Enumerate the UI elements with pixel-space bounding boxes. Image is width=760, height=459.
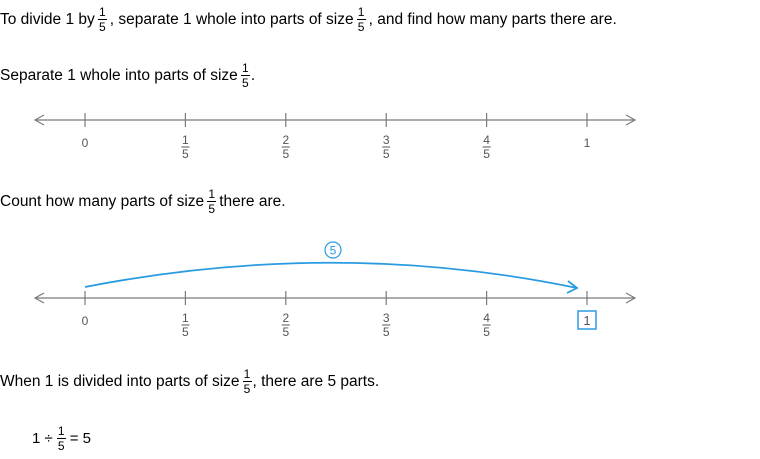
- step2-fraction: 1 5: [207, 187, 217, 216]
- step1-fraction: 1 5: [240, 61, 250, 90]
- highlight-box: [577, 310, 597, 330]
- tick-label-numerator: 3: [383, 311, 390, 325]
- highlight-label: 1: [583, 313, 590, 328]
- step1-text: Separate 1 whole into parts of size: [0, 66, 238, 84]
- tick-label-denominator: 5: [182, 147, 189, 161]
- step2-end: there are.: [219, 192, 286, 210]
- step1-end: .: [250, 66, 256, 84]
- tick-label-denominator: 5: [282, 147, 289, 161]
- tick-label-numerator: 1: [182, 133, 189, 147]
- tick-label-denominator: 5: [383, 325, 390, 339]
- tick-label-numerator: 4: [483, 133, 490, 147]
- equation-right: = 5: [69, 430, 92, 447]
- tick-label-denominator: 5: [182, 325, 189, 339]
- intro-fraction-2: 1 5: [356, 5, 366, 34]
- tick-label-denominator: 5: [483, 147, 490, 161]
- equation-left: 1 ÷: [32, 430, 53, 447]
- equation: 1 ÷ 1 5 = 5: [32, 425, 91, 452]
- tick-label-denominator: 5: [383, 147, 390, 161]
- tick-label-numerator: 1: [182, 311, 189, 325]
- equation-fraction: 1 5: [56, 424, 66, 453]
- step2-text: Count how many parts of size: [0, 192, 205, 210]
- tick-label: 1: [584, 136, 591, 150]
- tick-label-numerator: 2: [282, 133, 289, 147]
- tick-label-numerator: 2: [282, 311, 289, 325]
- intro-line: To divide 1 by 1 5 , separate 1 whole in…: [0, 6, 617, 33]
- conclusion-text: When 1 is divided into parts of size: [0, 372, 240, 390]
- tick-label: 0: [82, 136, 89, 150]
- right-arrow-icon: [625, 292, 637, 304]
- jump-count-circle: [324, 241, 342, 259]
- conclusion-fraction: 1 5: [242, 367, 252, 396]
- left-arrow-icon: [33, 292, 45, 304]
- tick-label-denominator: 5: [483, 325, 490, 339]
- jump-arrowhead-icon: [566, 280, 579, 294]
- tick-label-numerator: 4: [483, 311, 490, 325]
- right-arrow-icon: [625, 114, 637, 126]
- conclusion-line: When 1 is divided into parts of size 1 5…: [0, 368, 379, 395]
- intro-text-3: , and find how many parts there are.: [368, 10, 617, 28]
- jump-count-label: 5: [330, 244, 337, 258]
- left-arrow-icon: [33, 114, 45, 126]
- tick-label-numerator: 3: [383, 133, 390, 147]
- jump-arc: [84, 261, 578, 289]
- tick-label: 0: [82, 314, 89, 328]
- tick-label-denominator: 5: [282, 325, 289, 339]
- step2-line: Count how many parts of size 1 5 there a…: [0, 188, 286, 215]
- intro-fraction-1: 1 5: [97, 5, 107, 34]
- intro-text-2: , separate 1 whole into parts of size: [109, 10, 354, 28]
- step1-line: Separate 1 whole into parts of size 1 5 …: [0, 62, 255, 89]
- intro-text-1: To divide 1 by: [0, 10, 95, 28]
- conclusion-end: , there are 5 parts.: [252, 372, 380, 390]
